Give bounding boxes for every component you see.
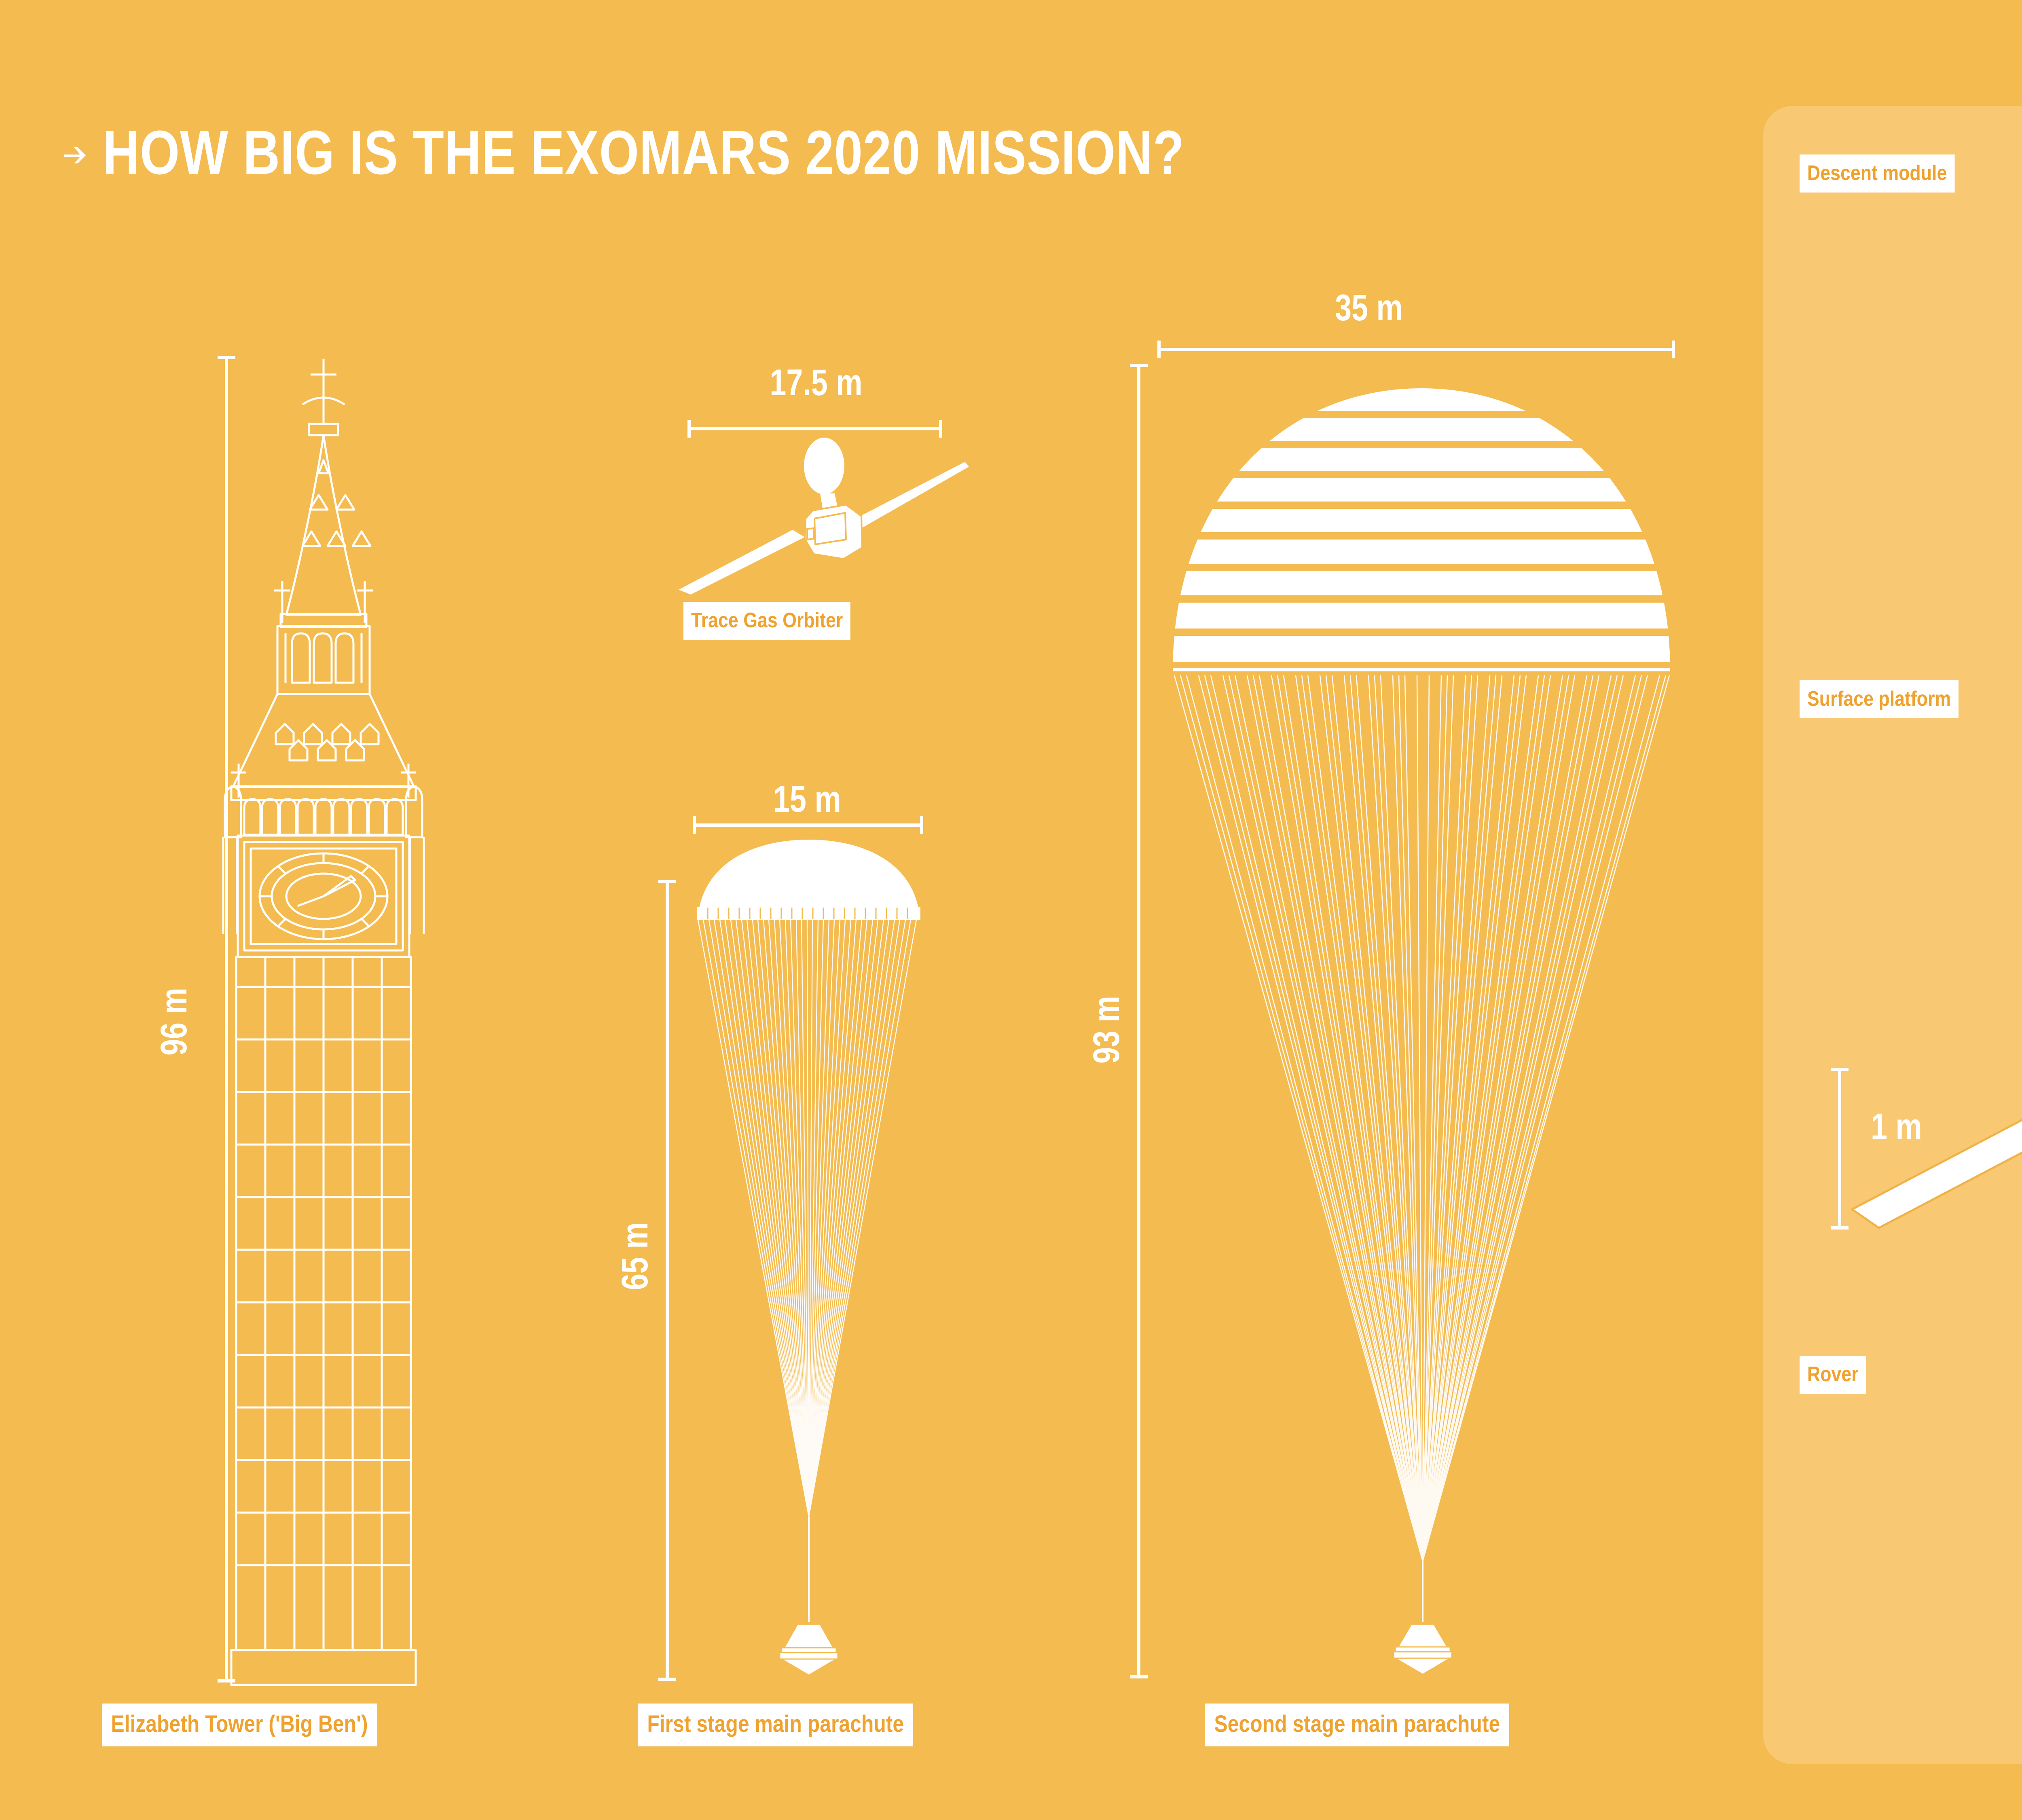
- second-parachute-length-rule: [1130, 364, 1148, 1678]
- trace-gas-orbiter-caption: Trace Gas Orbiter: [683, 602, 851, 640]
- second-parachute-width-label: 35 m: [1335, 287, 1403, 328]
- elizabeth-tower-caption: Elizabeth Tower ('Big Ben'): [102, 1704, 377, 1746]
- second-parachute-length-label: 93 m: [1086, 996, 1127, 1064]
- rover-caption: Rover: [1800, 1356, 1866, 1394]
- surface-platform-caption: Surface platform: [1800, 680, 1959, 718]
- second-parachute-width-rule: [1157, 341, 1675, 358]
- surface-platform-height-rule: [1831, 1068, 1849, 1230]
- surface-platform-illustration: [1851, 1119, 2022, 1229]
- arrow-right-icon: [64, 147, 86, 163]
- elizabeth-tower-illustration: [222, 359, 425, 1686]
- trace-gas-orbiter-width-rule: [687, 420, 942, 438]
- elizabeth-tower-height-rule: [218, 356, 235, 1682]
- right-panel: [1763, 106, 2022, 1764]
- first-stage-main-parachute-illustration: [697, 840, 920, 1676]
- surface-platform-height-label: 1 m: [1871, 1106, 1922, 1147]
- trace-gas-orbiter-illustration: [679, 436, 969, 595]
- second-stage-main-parachute-illustration: [1173, 388, 1670, 1675]
- first-parachute-width-rule: [693, 816, 923, 834]
- page-title-row: HOW BIG IS THE EXOMARS 2020 MISSION?: [61, 121, 1422, 184]
- second-stage-main-parachute-caption: Second stage main parachute: [1205, 1704, 1509, 1746]
- page-title: HOW BIG IS THE EXOMARS 2020 MISSION?: [103, 118, 1184, 187]
- first-parachute-length-rule: [658, 880, 676, 1681]
- first-parachute-width-label: 15 m: [773, 779, 841, 820]
- first-stage-main-parachute-caption: First stage main parachute: [638, 1704, 913, 1746]
- elizabeth-tower-height-label: 96 m: [153, 988, 195, 1056]
- trace-gas-orbiter-width-label: 17.5 m: [770, 362, 863, 403]
- first-parachute-length-label: 65 m: [614, 1222, 656, 1290]
- descent-module-caption: Descent module: [1800, 154, 1955, 193]
